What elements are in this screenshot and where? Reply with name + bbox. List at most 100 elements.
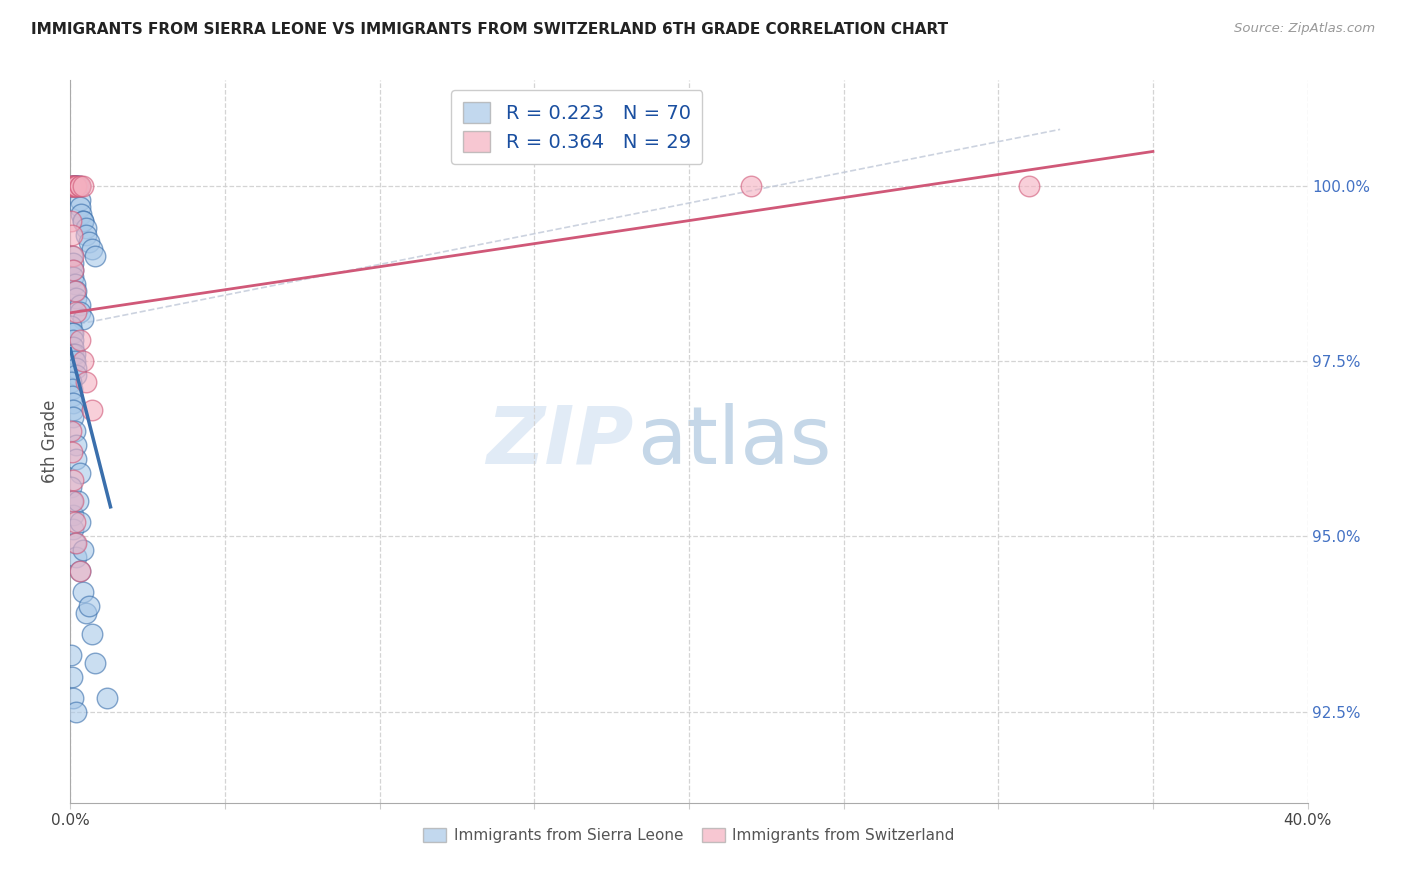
Point (62, 473, 84, 487)
Point (84, 656, 107, 670)
Point (69, 333, 91, 347)
Point (72, 311, 94, 326)
Point (63, 347, 86, 361)
Point (65, 438, 87, 452)
Point (62, 508, 84, 523)
Point (62, 178, 84, 193)
Point (67, 178, 90, 193)
Point (69, 305, 91, 319)
Point (60, 178, 83, 193)
Point (65, 452, 87, 467)
Point (77, 235, 100, 249)
Point (96, 690, 118, 705)
Point (80, 242, 103, 256)
Point (63, 515, 86, 529)
Point (63, 178, 86, 193)
Text: IMMIGRANTS FROM SIERRA LEONE VS IMMIGRANTS FROM SWITZERLAND 6TH GRADE CORRELATIO: IMMIGRANTS FROM SIERRA LEONE VS IMMIGRAN… (31, 22, 948, 37)
Point (62, 522, 84, 536)
Point (60, 494, 83, 508)
Point (62, 333, 84, 347)
Point (63, 178, 86, 193)
Point (69, 564, 91, 578)
Point (62, 249, 84, 263)
Point (69, 466, 91, 480)
Point (62, 255, 84, 269)
Point (1018, 178, 1040, 193)
Point (62, 262, 84, 277)
Point (62, 178, 84, 193)
Point (60, 227, 83, 242)
Point (63, 424, 86, 438)
Point (63, 178, 86, 193)
Point (62, 494, 84, 508)
Text: atlas: atlas (637, 402, 831, 481)
Point (62, 409, 84, 424)
Point (65, 284, 87, 298)
Point (62, 340, 84, 354)
Point (63, 536, 86, 550)
Point (60, 648, 83, 663)
Point (62, 690, 84, 705)
Point (62, 269, 84, 284)
Point (69, 178, 91, 193)
Point (60, 178, 83, 193)
Point (60, 424, 83, 438)
Point (69, 200, 91, 214)
Point (72, 213, 94, 227)
Point (60, 375, 83, 389)
Point (65, 291, 87, 305)
Point (67, 494, 90, 508)
Point (65, 178, 87, 193)
Text: ZIP: ZIP (486, 402, 633, 481)
Point (72, 585, 94, 599)
Point (75, 375, 97, 389)
Point (65, 368, 87, 382)
Point (65, 305, 87, 319)
Point (62, 178, 84, 193)
Point (62, 326, 84, 340)
Point (69, 178, 91, 193)
Point (60, 389, 83, 403)
Point (60, 382, 83, 396)
Text: Source: ZipAtlas.com: Source: ZipAtlas.com (1234, 22, 1375, 36)
Point (65, 178, 87, 193)
Point (69, 193, 91, 207)
Point (65, 536, 87, 550)
Point (72, 543, 94, 558)
Point (62, 178, 84, 193)
Point (60, 480, 83, 494)
Point (60, 669, 83, 683)
Point (72, 354, 94, 368)
Point (65, 178, 87, 193)
Legend: Immigrants from Sierra Leone, Immigrants from Switzerland: Immigrants from Sierra Leone, Immigrants… (418, 822, 960, 849)
Y-axis label: 6th Grade: 6th Grade (41, 400, 59, 483)
Point (69, 178, 91, 193)
Point (62, 347, 84, 361)
Point (62, 396, 84, 410)
Point (69, 515, 91, 529)
Point (63, 277, 86, 291)
Point (80, 403, 103, 417)
Point (75, 607, 97, 621)
Point (65, 360, 87, 375)
Point (60, 326, 83, 340)
Point (60, 178, 83, 193)
Point (84, 249, 107, 263)
Point (65, 705, 87, 719)
Point (63, 284, 86, 298)
Point (65, 550, 87, 565)
Point (63, 354, 86, 368)
Point (69, 564, 91, 578)
Point (60, 213, 83, 227)
Point (60, 318, 83, 333)
Point (740, 178, 762, 193)
Point (77, 599, 100, 614)
Point (72, 213, 94, 227)
Point (75, 227, 97, 242)
Point (60, 249, 83, 263)
Point (75, 220, 97, 235)
Point (62, 262, 84, 277)
Point (62, 403, 84, 417)
Point (80, 627, 103, 641)
Point (65, 178, 87, 193)
